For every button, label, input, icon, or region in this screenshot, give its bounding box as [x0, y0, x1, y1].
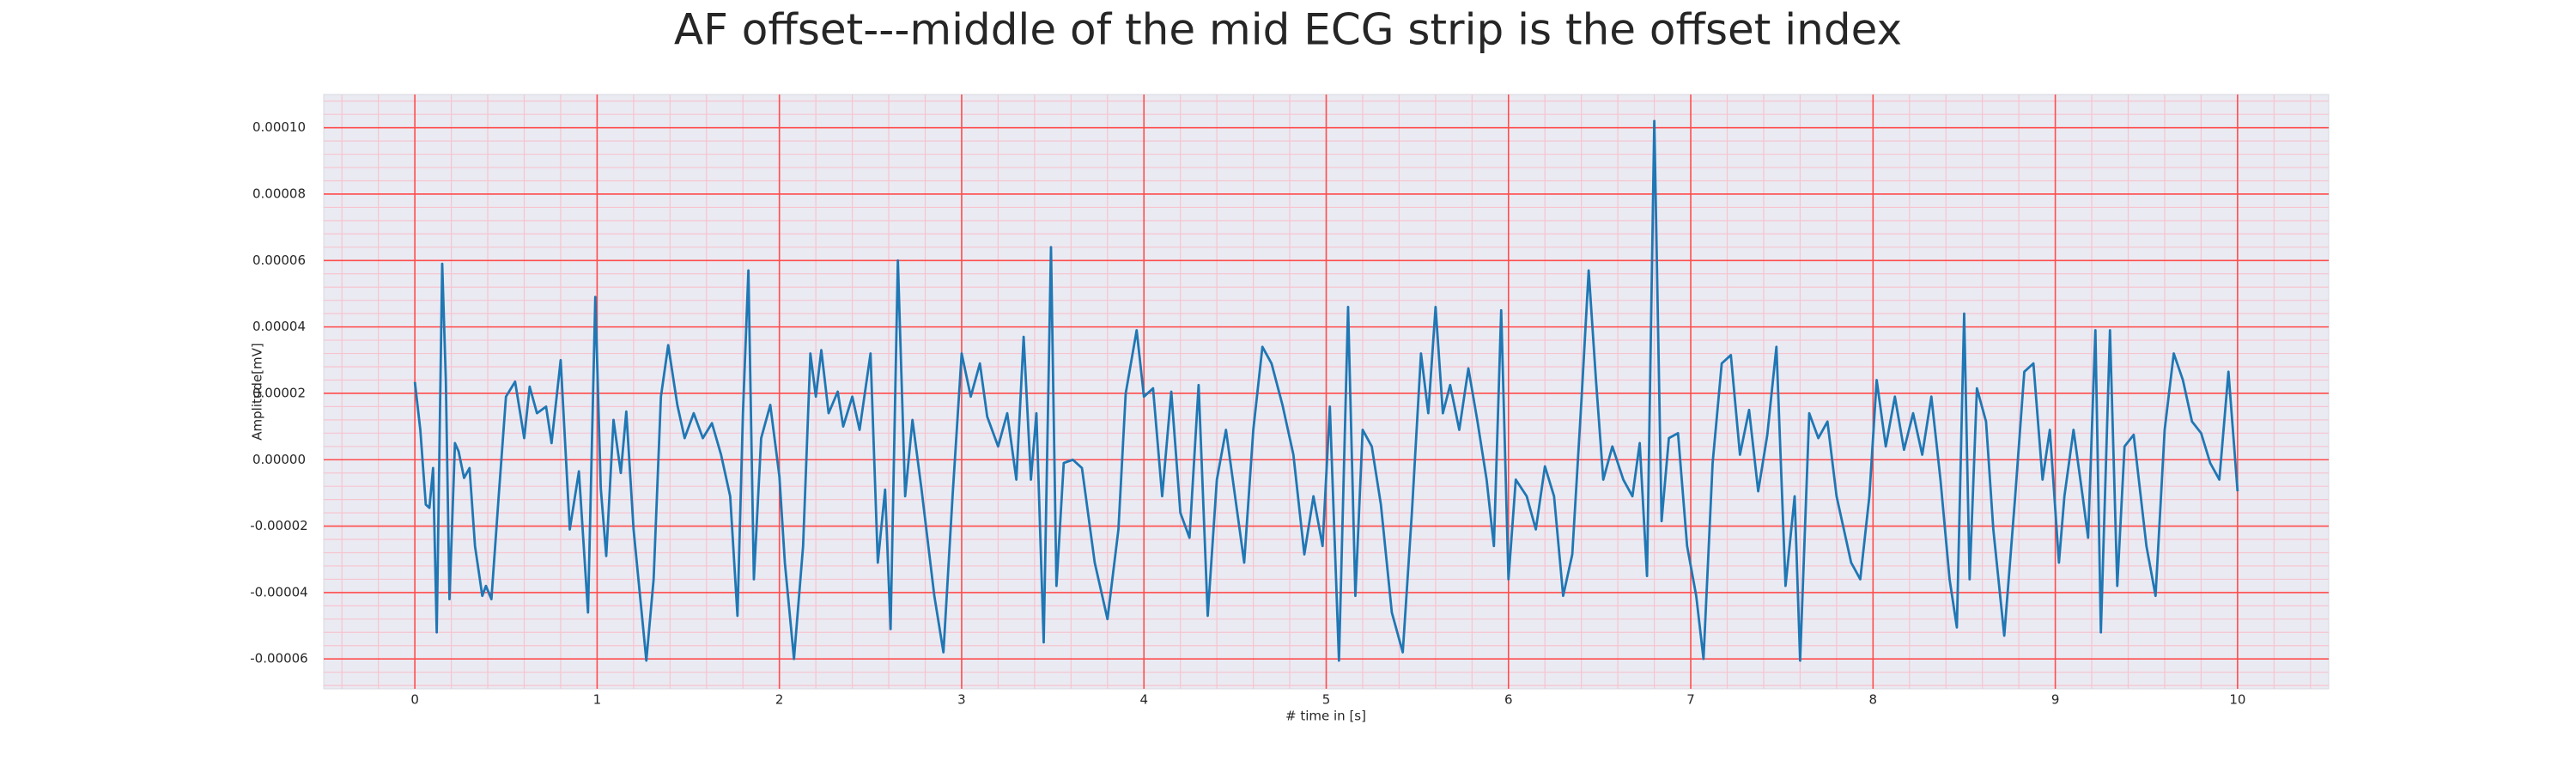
- x-tick-label: 8: [1869, 692, 1878, 708]
- y-tick-label: 0.00010: [252, 119, 306, 135]
- y-tick-label: 0.00002: [252, 385, 306, 400]
- y-tick-label: 0.00004: [252, 319, 306, 334]
- y-tick-label: -0.00002: [250, 518, 307, 533]
- x-tick-label: 10: [2229, 692, 2245, 708]
- x-tick-label: 0: [410, 692, 419, 708]
- series: [413, 119, 2239, 662]
- x-tick-label: 2: [775, 692, 784, 708]
- x-tick-label: 4: [1139, 692, 1148, 708]
- x-tick-label: 7: [1686, 692, 1695, 708]
- y-tick-label: -0.00004: [250, 584, 307, 600]
- x-tick-label: 9: [2051, 692, 2060, 708]
- ecg-line: [413, 119, 2239, 662]
- x-tick-label: 5: [1322, 692, 1331, 708]
- x-tick-label: 6: [1504, 692, 1513, 708]
- x-axis-label: # time in [s]: [1285, 709, 1366, 724]
- y-tick-label: -0.00006: [250, 651, 307, 666]
- y-tick-label: 0.00008: [252, 186, 306, 201]
- chart-title: AF offset---middle of the mid ECG strip …: [674, 5, 1902, 55]
- y-tick-label: 0.00006: [252, 253, 306, 268]
- y-tick-label: 0.00000: [252, 452, 306, 467]
- x-tick-label: 1: [593, 692, 602, 708]
- y-axis-label: Amplitude[mV]: [250, 343, 265, 440]
- x-tick-label: 3: [957, 692, 966, 708]
